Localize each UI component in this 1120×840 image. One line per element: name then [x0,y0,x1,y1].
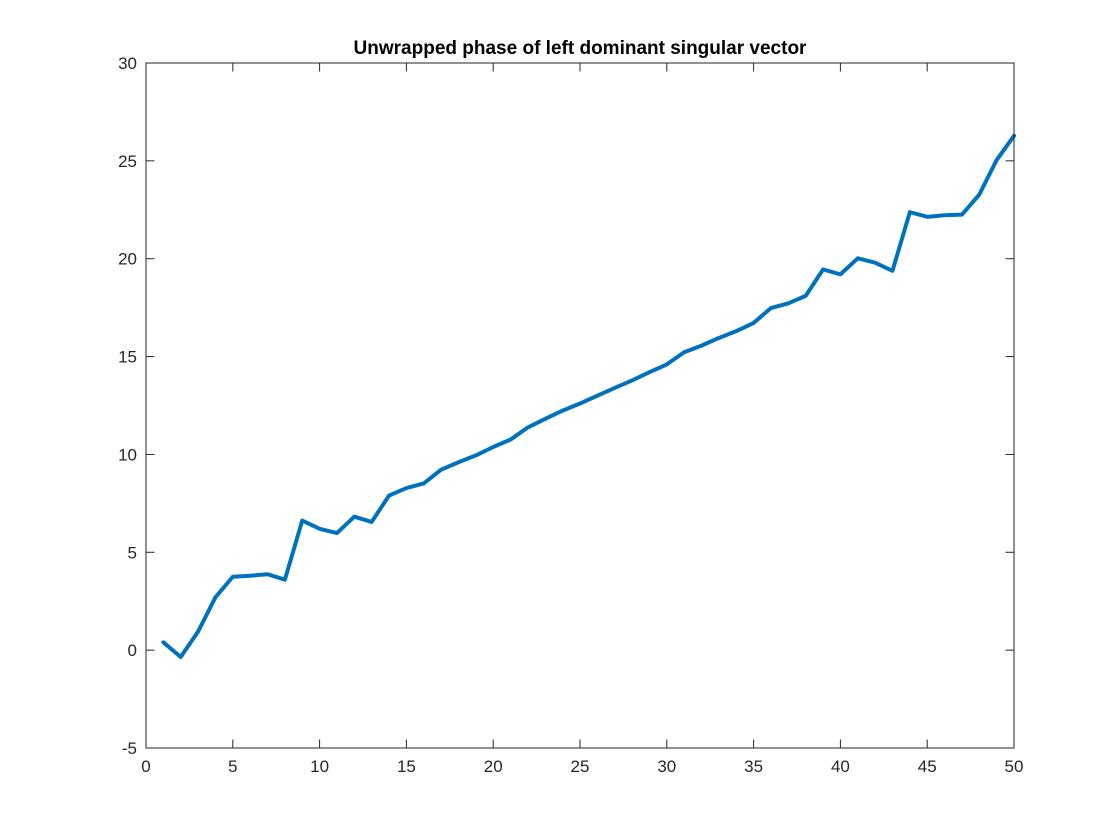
data-point [474,453,478,457]
y-tick-label: 20 [118,250,137,269]
data-point [925,215,929,219]
x-tick-label: 35 [744,757,763,776]
data-point [682,350,686,354]
data-point [856,256,860,260]
series-layer [161,133,1016,659]
data-point [717,336,721,340]
data-point [578,402,582,406]
data-point [752,321,756,325]
data-point [873,261,877,265]
data-point [370,520,374,524]
data-point [352,515,356,519]
data-point [786,301,790,305]
x-tick-label: 30 [657,757,676,776]
data-point [231,575,235,579]
axes-box [145,62,1015,749]
series-line [161,133,1016,659]
data-point [995,158,999,162]
data-point [769,306,773,310]
data-point [543,417,547,421]
data-point [734,329,738,333]
y-tick-label: 5 [128,543,137,562]
x-tick-label: 45 [918,757,937,776]
data-point [977,193,981,197]
data-point [613,386,617,390]
data-point [439,468,443,472]
y-tick-label: 0 [128,641,137,660]
data-point [404,486,408,490]
data-point [213,595,217,599]
data-point [196,630,200,634]
data-point [456,460,460,464]
data-point [266,572,270,576]
data-point [804,294,808,298]
data-point [960,213,964,217]
data-point [908,210,912,214]
y-tick-label: -5 [122,739,137,758]
data-point [700,344,704,348]
data-point [283,578,287,582]
data-point [335,531,339,535]
data-point [248,574,252,578]
x-tick-label: 0 [141,757,150,776]
data-point [665,362,669,366]
chart-title: Unwrapped phase of left dominant singula… [354,38,807,59]
x-tick-label: 15 [397,757,416,776]
y-tick-label: 15 [118,348,137,367]
y-tick-label: 10 [118,445,137,464]
data-point [179,655,183,659]
data-point [526,425,530,429]
data-point [630,378,634,382]
x-tick-label: 25 [571,757,590,776]
x-tick-label: 10 [310,757,329,776]
data-point [561,409,565,413]
x-tick-label: 50 [1005,757,1024,776]
data-point [387,494,391,498]
data-point [161,640,165,644]
data-point [509,438,513,442]
data-point [821,267,825,271]
data-point [943,213,947,217]
x-tick-label: 40 [831,757,850,776]
data-point [647,370,651,374]
data-point [318,527,322,531]
x-tick-label: 5 [228,757,237,776]
data-point [890,269,894,273]
data-point [595,394,599,398]
y-tick-label: 25 [118,152,137,171]
data-point [300,519,304,523]
data-point [422,481,426,485]
y-tick-label: 30 [118,54,137,73]
data-point [838,272,842,276]
x-tick-label: 20 [484,757,503,776]
data-point [491,445,495,449]
